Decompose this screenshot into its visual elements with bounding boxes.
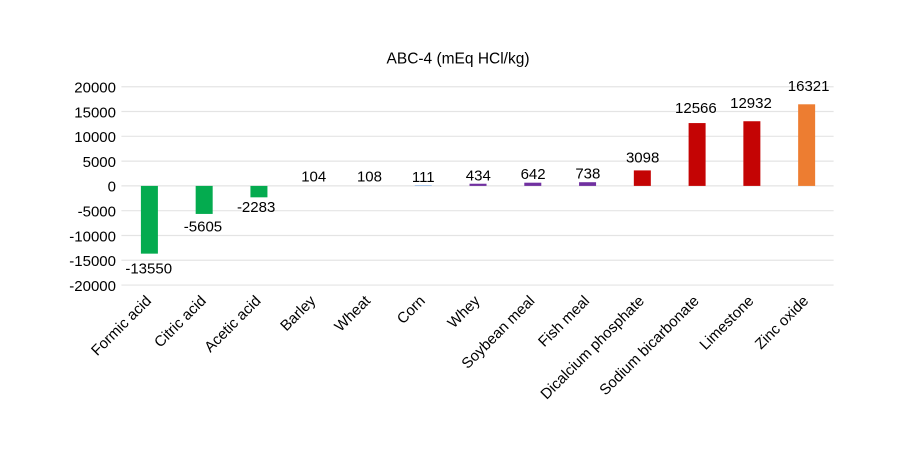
- svg-text:3098: 3098: [626, 150, 659, 167]
- svg-text:-20000: -20000: [69, 278, 116, 295]
- svg-text:642: 642: [521, 166, 546, 183]
- svg-text:738: 738: [575, 166, 600, 183]
- svg-text:5000: 5000: [83, 154, 116, 171]
- svg-text:16321: 16321: [788, 78, 830, 95]
- svg-text:-13550: -13550: [125, 260, 172, 277]
- svg-text:111: 111: [412, 169, 435, 186]
- svg-text:108: 108: [357, 169, 382, 186]
- svg-text:15000: 15000: [74, 104, 116, 121]
- svg-text:104: 104: [301, 169, 326, 186]
- svg-text:-10000: -10000: [69, 228, 116, 245]
- svg-text:12932: 12932: [730, 95, 772, 112]
- svg-text:-5605: -5605: [184, 219, 222, 236]
- svg-text:-15000: -15000: [69, 253, 116, 270]
- svg-text:10000: 10000: [74, 129, 116, 146]
- svg-text:0: 0: [108, 179, 116, 196]
- svg-text:ABC-4 (mEq HCl/kg): ABC-4 (mEq HCl/kg): [387, 51, 530, 68]
- svg-text:434: 434: [466, 167, 491, 184]
- svg-text:-5000: -5000: [78, 203, 116, 220]
- svg-text:12566: 12566: [675, 100, 717, 117]
- svg-text:-2283: -2283: [237, 199, 275, 216]
- svg-text:20000: 20000: [74, 80, 116, 97]
